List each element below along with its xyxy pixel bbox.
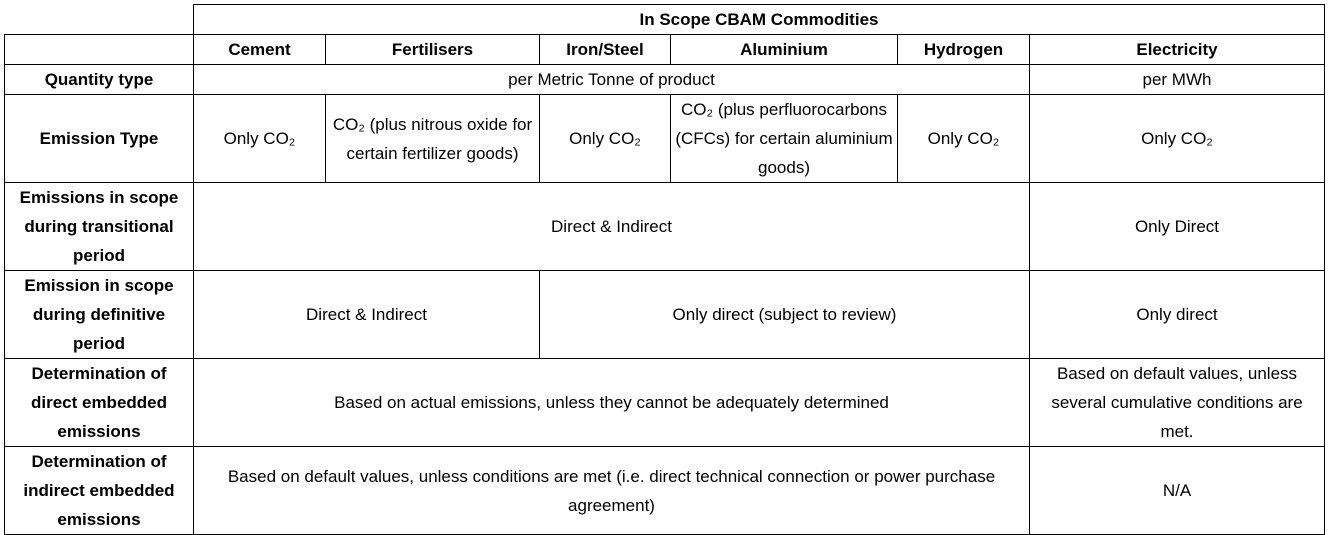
cell: N/A [1029, 446, 1325, 535]
column-header: Hydrogen [897, 34, 1030, 65]
cell: Only CO₂ [897, 94, 1030, 183]
row-header: Determination of indirect embedded emiss… [4, 446, 194, 535]
row-header: Quantity type [4, 64, 194, 95]
cell: CO₂ (plus nitrous oxide for certain fert… [325, 94, 540, 183]
column-header: Electricity [1029, 34, 1325, 65]
empty-cell [4, 4, 194, 35]
cell: Based on default values, unless several … [1029, 358, 1325, 447]
cell: Only CO₂ [539, 94, 671, 183]
cell: Direct & Indirect [193, 270, 540, 359]
cell: Based on actual emissions, unless they c… [193, 358, 1030, 447]
row-header: Emissions in scope during transitional p… [4, 182, 194, 271]
cell: Only direct (subject to review) [539, 270, 1030, 359]
row-header: Determination of direct embedded emissio… [4, 358, 194, 447]
column-header: Aluminium [670, 34, 898, 65]
cell: Direct & Indirect [193, 182, 1030, 271]
row-header: Emission Type [4, 94, 194, 183]
cell: Only Direct [1029, 182, 1325, 271]
table-title: In Scope CBAM Commodities [193, 4, 1325, 35]
column-header: Iron/Steel [539, 34, 671, 65]
cell: per MWh [1029, 64, 1325, 95]
cell: Only CO₂ [193, 94, 326, 183]
column-header: Cement [193, 34, 326, 65]
row-header: Emission in scope during definitive peri… [4, 270, 194, 359]
cell: Based on default values, unless conditio… [193, 446, 1030, 535]
cbam-table: In Scope CBAM Commodities Cement Fertili… [4, 4, 1325, 535]
cell: Only direct [1029, 270, 1325, 359]
cell: Only CO₂ [1029, 94, 1325, 183]
cell: per Metric Tonne of product [193, 64, 1030, 95]
empty-cell [4, 34, 194, 65]
cell: CO₂ (plus perfluorocarbons (CFCs) for ce… [670, 94, 898, 183]
column-header: Fertilisers [325, 34, 540, 65]
